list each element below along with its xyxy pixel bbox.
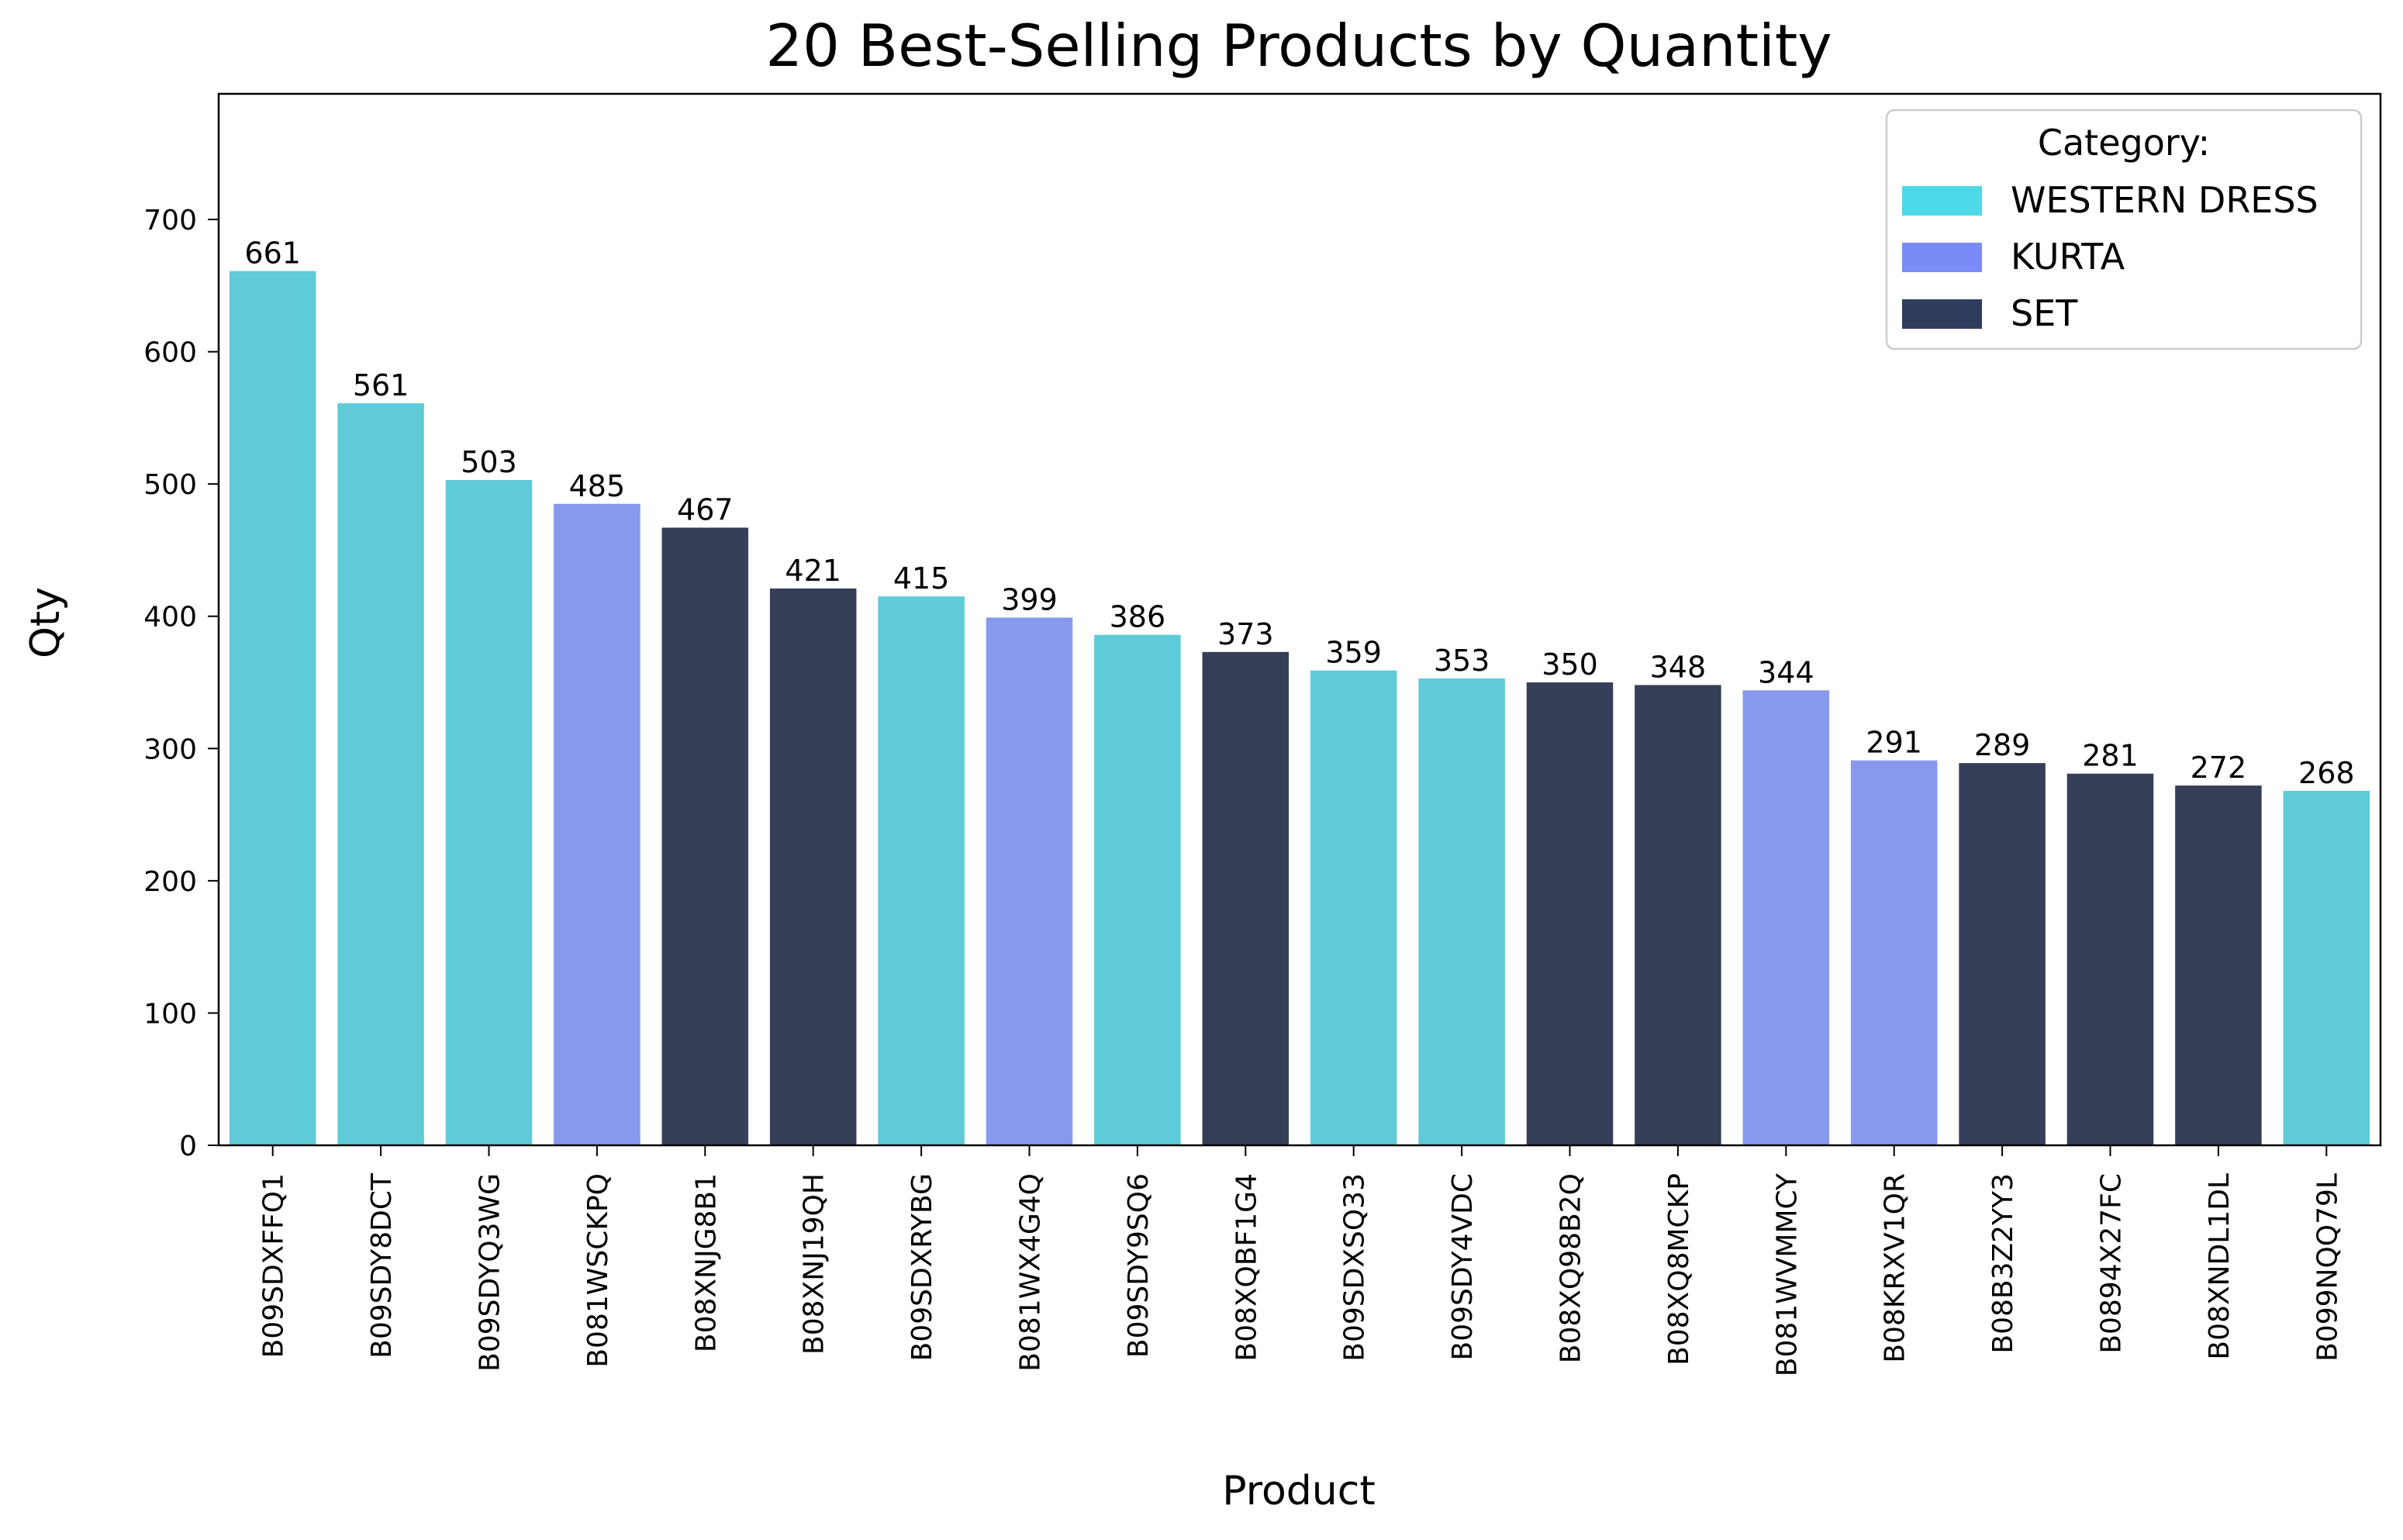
x-tick-label: B09SDYQ3WG (475, 1173, 506, 1372)
y-tick-label: 400 (143, 602, 197, 634)
bar (769, 588, 857, 1145)
legend-box (1885, 109, 2363, 350)
value-label: 421 (785, 554, 841, 588)
bar (1742, 690, 1830, 1145)
legend-title: Category: (2038, 122, 2210, 164)
legend-label: KURTA (2011, 236, 2125, 278)
x-tick-label: B08B3Z2YY3 (1987, 1173, 2019, 1354)
value-label: 386 (1110, 600, 1166, 634)
bar (1310, 670, 1397, 1145)
value-label: 268 (2298, 756, 2355, 790)
value-label: 661 (244, 237, 301, 271)
legend-label: SET (2011, 292, 2078, 334)
value-label: 353 (1434, 644, 1490, 678)
bar (1635, 685, 1721, 1145)
y-tick-label: 500 (143, 469, 197, 501)
x-tick-label: B081WX4G4Q (1015, 1173, 1047, 1372)
value-label: 467 (677, 492, 734, 527)
bar (2175, 786, 2262, 1145)
x-tick-label: B08XQBF1G4 (1231, 1173, 1262, 1362)
value-label: 272 (2191, 751, 2247, 785)
plot-area: 661 B09SDXFFQ1 561 B09SDY8DCT 503 B09SDYQ3WG 4… (143, 92, 2382, 1376)
bar (1526, 682, 1614, 1145)
x-tick-label: B08XNJG8B1 (690, 1173, 722, 1352)
value-label: 350 (1542, 647, 1598, 682)
value-label: 348 (1650, 650, 1707, 684)
x-tick-label: B09SDXFFQ1 (258, 1173, 290, 1358)
value-label: 281 (2082, 739, 2139, 773)
x-tick-label: B099NQQ79L (2312, 1173, 2343, 1362)
legend-swatch (1902, 243, 1982, 272)
bar (1959, 763, 2046, 1145)
value-label: 503 (461, 445, 517, 479)
bar (661, 527, 749, 1145)
x-axis-label: Product (1222, 1468, 1375, 1514)
bar (1850, 760, 1938, 1145)
value-label: 344 (1758, 655, 1814, 689)
x-tick-label: B09SDY9SQ6 (1123, 1173, 1155, 1358)
x-tick-label: B08XNDL1DL (2204, 1173, 2236, 1360)
x-tick-label: B081WVMMCY (1771, 1172, 1803, 1376)
x-tick-label: B09SDY4VDC (1447, 1173, 1479, 1361)
legend-label: WESTERN DRESS (2011, 179, 2318, 221)
legend-swatch (1902, 299, 1982, 329)
legend-swatch (1902, 186, 1982, 216)
bar (1202, 651, 1290, 1145)
x-tick-label: B09SDXSQ33 (1339, 1173, 1371, 1362)
value-label: 485 (569, 469, 626, 503)
legend: Category: WESTERN DRESS KURTA SET (1885, 109, 2363, 350)
bar (1094, 634, 1181, 1145)
value-label: 291 (1866, 726, 1922, 760)
x-tick-label: B08KRXV1QR (1880, 1173, 1911, 1363)
y-tick-label: 0 (179, 1131, 197, 1162)
y-tick-label: 100 (143, 998, 197, 1030)
x-tick-label: B09SDY8DCT (366, 1172, 398, 1359)
y-tick-label: 600 (143, 337, 197, 369)
bar (554, 503, 640, 1145)
bar (1418, 678, 1505, 1145)
y-tick-label: 200 (143, 866, 197, 898)
bar (986, 617, 1073, 1145)
bar (337, 403, 424, 1145)
x-tick-label: B08XQ98B2Q (1555, 1173, 1587, 1363)
axes-frame (217, 92, 2382, 1147)
x-tick-label: B081WSCKPQ (582, 1173, 614, 1368)
value-label: 399 (1001, 582, 1058, 616)
y-tick-label: 300 (143, 734, 197, 765)
value-label: 373 (1217, 617, 1274, 651)
bar (445, 480, 533, 1145)
bar (2283, 790, 2370, 1145)
bar (878, 596, 965, 1145)
x-tick-label: B08XQ8MCKP (1663, 1173, 1695, 1366)
bar (229, 271, 316, 1145)
value-label: 561 (353, 368, 409, 402)
chart-title: 20 Best-Selling Products by Quantity (765, 12, 1832, 80)
value-label: 415 (893, 561, 950, 596)
value-label: 289 (1974, 728, 2031, 762)
x-tick-label: B0894X27FC (2096, 1173, 2128, 1354)
y-tick-label: 700 (143, 205, 197, 237)
y-axis-label: Qty (22, 587, 69, 658)
bar (2066, 773, 2154, 1145)
x-tick-label: B08XNJ19QH (799, 1173, 830, 1355)
value-label: 359 (1325, 636, 1382, 670)
x-tick-label: B09SDXRYBG (906, 1173, 938, 1361)
